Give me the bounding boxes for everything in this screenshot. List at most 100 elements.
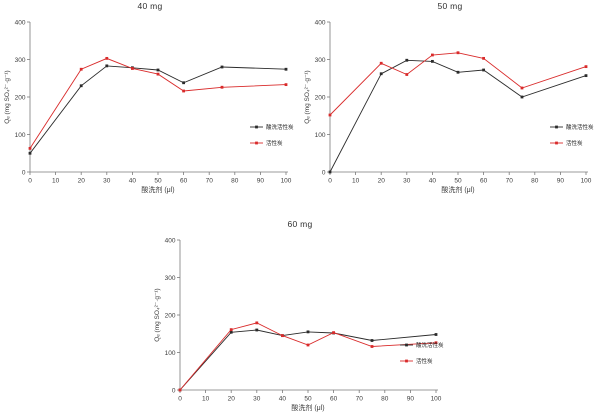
x-tick-label: 40 [429,178,437,185]
data-point-marker [405,58,409,62]
y-axis-label: Qₑ (mg SO₄²⁻·g⁻¹) [304,70,311,123]
y-tick-label: 200 [315,94,326,101]
data-point-marker [379,72,383,76]
data-point-marker [584,74,588,78]
x-tick-label: 70 [206,178,214,185]
y-tick-label: 400 [315,19,326,26]
x-tick-label: 60 [330,396,338,403]
data-point-marker [281,334,284,338]
chart-title: 50 mg [437,1,463,11]
x-tick-label: 10 [202,396,210,403]
x-tick-label: 40 [279,396,287,403]
line-chart-60mg: 0 10 20 30 40 50 60 70 80 90 100 0 100 200 300 400 酸洗剂 (… [154,237,444,412]
series-line [329,59,587,173]
y-axis-label: Qₑ (mg SO₄²⁻·g⁻¹) [4,70,11,123]
data-point-marker [405,73,409,76]
data-point-marker [306,343,310,347]
data-point-marker [79,67,83,71]
chart-60mg-panel: 60 mg 0 10 20 30 40 50 60 70 80 90 100 0 100 200 300 40… [150,218,450,418]
data-point-marker [131,67,134,70]
x-tick-label: 90 [257,178,265,185]
data-point-marker [431,59,434,63]
x-tick-label: 70 [356,396,364,403]
x-tick-label: 20 [228,396,236,403]
x-tick-label: 30 [103,178,111,185]
x-tick-label: 60 [180,178,188,185]
x-tick-label: 90 [407,396,415,403]
data-point-marker [284,83,288,87]
data-point-marker [370,345,374,348]
line-chart-40mg: 0 10 20 30 40 50 60 70 80 90 100 0 100 200 300 400 酸洗剂 (… [4,19,294,194]
series-line [179,329,437,391]
x-tick-label: 50 [304,396,312,403]
y-tick-label: 400 [15,19,26,26]
legend-label: 酸洗活性炭 [266,123,294,131]
data-point-marker [370,339,374,342]
chart-title: 40 mg [137,1,163,11]
data-point-marker [456,51,460,55]
x-tick-label: 20 [378,178,386,185]
data-point-marker [520,86,524,90]
data-point-marker [482,68,485,72]
data-point-marker [434,341,438,345]
legend-marker [255,125,258,129]
x-tick-label: 70 [506,178,514,185]
legend-marker [555,125,558,129]
x-tick-label: 30 [403,178,411,185]
data-point-marker [105,56,109,60]
y-tick-label: 300 [165,275,176,282]
series-line [329,52,587,116]
y-tick-label: 300 [315,57,326,64]
data-point-marker [284,67,288,71]
x-tick-label: 0 [328,178,332,185]
data-point-marker [332,331,335,335]
x-tick-label: 90 [557,178,565,185]
data-point-marker [434,333,438,336]
x-tick-label: 0 [178,396,182,403]
data-point-marker [255,321,259,325]
data-point-marker [156,72,160,76]
x-axis-label: 酸洗剂 (μl) [291,403,324,412]
chart-40mg-panel: 40 mg 0 10 20 30 40 50 60 70 80 90 100 0 100 200 300 40… [0,0,300,200]
y-tick-label: 200 [15,94,26,101]
x-tick-label: 20 [78,178,86,185]
chart-title: 60 mg [287,219,313,229]
data-point-marker [520,95,524,99]
legend-label: 酸洗活性炭 [566,123,594,131]
x-tick-label: 60 [480,178,488,185]
series-line [29,57,287,149]
legend-marker [405,343,408,347]
legend-label: 活性炭 [416,357,433,365]
x-tick-label: 0 [28,178,32,185]
y-tick-label: 400 [165,237,176,244]
y-tick-label: 100 [315,132,326,139]
x-tick-label: 10 [352,178,360,185]
data-point-marker [28,151,32,155]
x-tick-label: 80 [531,178,539,185]
legend-marker [555,141,558,145]
data-point-marker [431,53,434,57]
data-point-marker [584,65,588,69]
data-point-marker [456,70,460,74]
x-tick-label: 80 [231,178,239,185]
y-tick-label: 0 [322,169,326,176]
data-point-marker [79,84,83,88]
x-tick-label: 50 [454,178,462,185]
y-tick-label: 100 [165,350,176,357]
line-chart-50mg: 0 10 20 30 40 50 60 70 80 90 100 0 100 200 300 400 酸洗剂 (… [304,19,594,194]
data-point-marker [328,113,332,117]
legend-marker [255,141,258,145]
y-tick-label: 200 [165,312,176,319]
data-point-marker [379,61,383,65]
data-point-marker [306,330,310,334]
x-tick-label: 100 [431,396,442,403]
data-point-marker [105,64,109,68]
x-tick-label: 40 [129,178,137,185]
legend-label: 活性炭 [566,139,583,147]
data-point-marker [229,328,233,332]
x-tick-label: 30 [253,396,261,403]
y-axis-label: Qₑ (mg SO₄²⁻·g⁻¹) [154,288,161,341]
legend-label: 活性炭 [266,139,283,147]
x-axis-label: 酸洗剂 (μl) [141,185,174,194]
